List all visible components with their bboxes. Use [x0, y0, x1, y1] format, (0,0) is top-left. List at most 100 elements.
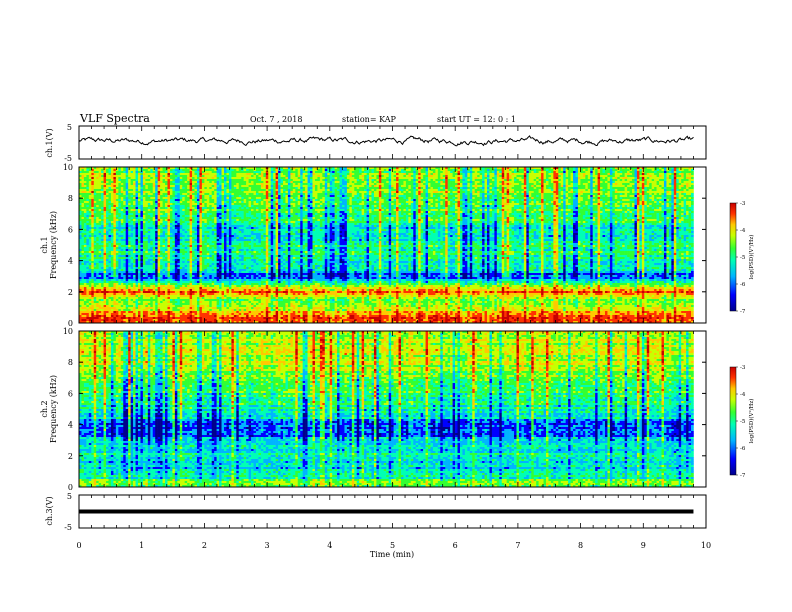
- spectrogram-cell: [123, 169, 126, 171]
- spectrogram-cell: [116, 175, 119, 177]
- spectrogram-cell: [477, 171, 480, 173]
- spectrogram-cell: [391, 173, 394, 175]
- spectrogram-cell: [207, 169, 210, 171]
- spectrogram-cell: [465, 171, 468, 173]
- spectrogram-cell: [566, 173, 569, 175]
- spectrogram-cell: [502, 171, 505, 173]
- spectrogram-cell: [630, 171, 633, 173]
- spectrogram-cell: [153, 173, 156, 175]
- spectrogram-cell: [278, 171, 281, 173]
- spectrogram-cell: [381, 173, 384, 175]
- spectrogram-cell: [519, 173, 522, 175]
- spectrogram-cell: [536, 173, 539, 175]
- spectrogram-cell: [585, 169, 588, 171]
- spectrogram-cell: [349, 171, 352, 173]
- spectrogram-cell: [231, 175, 234, 177]
- ch1-spectrogram-image: [79, 167, 694, 323]
- spectrogram-cell: [160, 171, 163, 173]
- spectrogram-cell: [175, 171, 178, 173]
- spectrogram-cell: [433, 171, 436, 173]
- spectrogram-cell: [369, 169, 372, 171]
- spectrogram-cell: [450, 173, 453, 175]
- spectrogram-cell: [347, 169, 350, 171]
- spectrogram-cell: [344, 169, 347, 171]
- spectrogram-cell: [236, 171, 239, 173]
- spectrogram-cell: [226, 169, 229, 171]
- spectrogram-cell: [610, 169, 613, 171]
- spectrogram-cell: [374, 171, 377, 173]
- spectrogram-cell: [335, 171, 338, 173]
- spectrogram-cell: [509, 173, 512, 175]
- spectrogram-cell: [588, 173, 591, 175]
- spectrogram-cell: [681, 171, 684, 173]
- spectrogram-cell: [86, 169, 89, 171]
- spectrogram-cell: [664, 171, 667, 173]
- spectrogram-cell: [187, 175, 190, 177]
- spectrogram-cell: [126, 175, 129, 177]
- spectrogram-cell: [116, 171, 119, 173]
- spectrogram-cell: [524, 173, 527, 175]
- spectrogram-cell: [281, 171, 284, 173]
- spectrogram-cell: [143, 175, 146, 177]
- spectrogram-cell: [462, 173, 465, 175]
- spectrogram-cell: [676, 173, 679, 175]
- spectrogram-cell: [234, 171, 237, 173]
- spectrogram-cell: [222, 173, 225, 175]
- spectrogram-cell: [399, 171, 402, 173]
- spectrogram-cell: [428, 173, 431, 175]
- spectrogram-cell: [394, 173, 397, 175]
- spectrogram-cell: [684, 171, 687, 173]
- spectrogram-cell: [662, 171, 665, 173]
- spectrogram-cell: [561, 173, 564, 175]
- spectrogram-cell: [108, 175, 111, 177]
- spectrogram-cell: [195, 175, 198, 177]
- spectrogram-cell: [113, 171, 116, 173]
- spectrogram-cell: [553, 171, 556, 173]
- spectrogram-cell: [148, 169, 151, 171]
- spectrogram-cell: [322, 169, 325, 171]
- spectrogram-cell: [430, 173, 433, 175]
- spectrogram-cell: [281, 169, 284, 171]
- spectrogram-cell: [458, 173, 461, 175]
- spectrogram-cell: [320, 173, 323, 175]
- spectrogram-cell: [568, 169, 571, 171]
- spectrogram-cell: [477, 173, 480, 175]
- spectrogram-cell: [94, 169, 97, 171]
- spectrogram-cell: [254, 171, 257, 173]
- spectrogram-cell: [106, 173, 109, 175]
- spectrogram-cell: [293, 173, 296, 175]
- spectrogram-cell: [512, 171, 515, 173]
- spectrogram-cell: [563, 171, 566, 173]
- spectrogram-cell: [637, 173, 640, 175]
- spectrogram-cell: [386, 173, 389, 175]
- spectrogram-cell: [497, 169, 500, 171]
- spectrogram-cell: [288, 169, 291, 171]
- spectrogram-cell: [308, 173, 311, 175]
- spectrogram-cell: [190, 173, 193, 175]
- spectrogram-cell: [367, 173, 370, 175]
- spectrogram-cell: [342, 171, 345, 173]
- spectrogram-cell: [111, 169, 114, 171]
- spectrogram-cell: [689, 169, 692, 171]
- spectrogram-cell: [177, 173, 180, 175]
- spectrogram-cell: [573, 169, 576, 171]
- spectrogram-cell: [475, 173, 478, 175]
- spectrogram-cell: [224, 175, 227, 177]
- spectrogram-cell: [185, 173, 188, 175]
- spectrogram-cell: [153, 175, 156, 177]
- spectrogram-cell: [276, 169, 279, 171]
- spectrogram-cell: [123, 173, 126, 175]
- spectrogram-cell: [344, 171, 347, 173]
- spectrogram-cell: [91, 171, 94, 173]
- spectrogram-cell: [123, 171, 126, 173]
- spectrogram-cell: [632, 169, 635, 171]
- spectrogram-cell: [622, 171, 625, 173]
- spectrogram-cell: [430, 171, 433, 173]
- spectrogram-cell: [138, 175, 141, 177]
- spectrogram-cell: [595, 169, 598, 171]
- spectrogram-cell: [634, 169, 637, 171]
- spectrogram-cell: [381, 169, 384, 171]
- spectrogram-cell: [113, 169, 116, 171]
- spectrogram-cell: [686, 169, 689, 171]
- spectrogram-cell: [600, 169, 603, 171]
